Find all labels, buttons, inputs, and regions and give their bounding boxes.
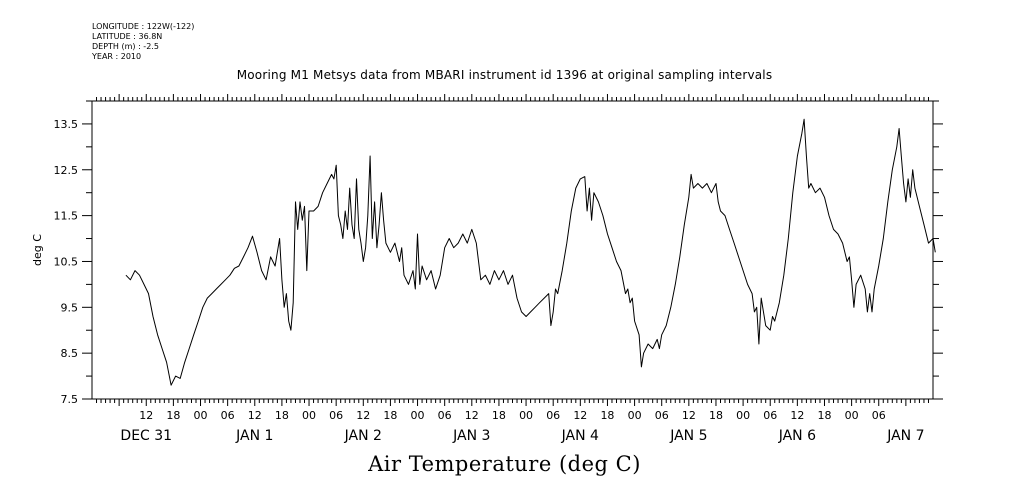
chart-title: Mooring M1 Metsys data from MBARI instru…: [236, 68, 773, 82]
x-day-label: JAN 3: [452, 428, 490, 444]
x-tick-label: 18: [709, 409, 723, 422]
plot-frame: [91, 100, 934, 400]
longitude-text: LONGITUDE : 122W(-122): [92, 22, 195, 31]
y-tick-label: 13.5: [54, 118, 79, 131]
y-tick-label: 12.5: [54, 164, 79, 177]
air-temperature-series-line: [125, 118, 936, 386]
x-tick-label: 06: [221, 409, 235, 422]
depth-text: DEPTH (m) : -2.5: [92, 42, 159, 51]
footer-title: Air Temperature (deg C): [368, 452, 641, 476]
x-tick-label: 06: [655, 409, 669, 422]
x-tick-label: 06: [329, 409, 343, 422]
x-tick-label: 00: [302, 409, 316, 422]
x-tick-label: 00: [736, 409, 750, 422]
x-tick-label: 12: [682, 409, 696, 422]
mooring-metadata: LONGITUDE : 122W(-122) LATITUDE : 36.8N …: [92, 22, 194, 62]
y-axis-label: deg C: [31, 234, 44, 266]
x-day-label: DEC 31: [120, 428, 172, 444]
x-day-label: JAN 1: [235, 428, 273, 444]
x-tick-label: 12: [356, 409, 370, 422]
x-tick-label: 06: [546, 409, 560, 422]
y-tick-label: 9.5: [61, 301, 79, 314]
x-tick-label: 12: [790, 409, 804, 422]
x-tick-label: 12: [573, 409, 587, 422]
x-tick-label: 00: [411, 409, 425, 422]
x-day-label: JAN 7: [886, 428, 924, 444]
x-tick-label: 00: [845, 409, 859, 422]
x-tick-label: 18: [166, 409, 180, 422]
y-tick-label: 7.5: [61, 393, 79, 406]
x-tick-label: 00: [628, 409, 642, 422]
latitude-text: LATITUDE : 36.8N: [92, 32, 163, 41]
x-tick-label: 18: [600, 409, 614, 422]
y-tick-label: 11.5: [54, 210, 79, 223]
x-tick-label: 00: [194, 409, 208, 422]
x-day-label: JAN 5: [669, 428, 707, 444]
x-day-label: JAN 2: [344, 428, 382, 444]
x-tick-label: 18: [492, 409, 506, 422]
x-tick-label: 06: [872, 409, 886, 422]
x-tick-label: 12: [248, 409, 262, 422]
x-day-label: JAN 4: [561, 428, 599, 444]
x-tick-label: 12: [139, 409, 153, 422]
y-tick-label: 10.5: [54, 255, 79, 268]
x-tick-label: 18: [383, 409, 397, 422]
year-text: YEAR : 2010: [92, 52, 142, 61]
x-tick-label: 06: [438, 409, 452, 422]
x-day-label: JAN 6: [778, 428, 816, 444]
x-tick-label: 18: [817, 409, 831, 422]
x-tick-label: 12: [465, 409, 479, 422]
y-tick-label: 8.5: [61, 347, 79, 360]
x-tick-label: 18: [275, 409, 289, 422]
x-tick-label: 00: [519, 409, 533, 422]
x-tick-label: 06: [763, 409, 777, 422]
